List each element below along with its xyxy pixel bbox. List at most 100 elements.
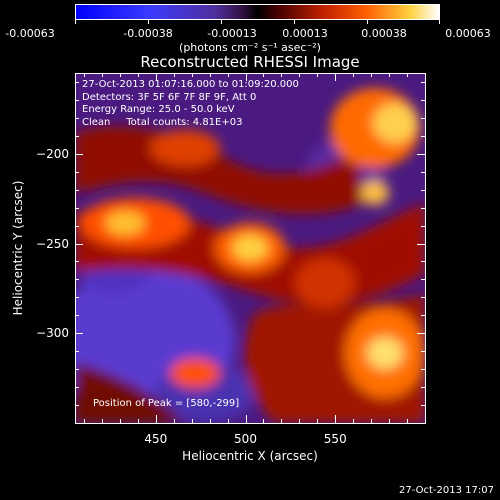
plot-frame-left: [75, 73, 76, 423]
x-minor-tick: [227, 73, 229, 77]
colorbar-tickmark: [367, 20, 368, 24]
y-tick-mark: [417, 153, 425, 155]
time-range-text: 27-Oct-2013 01:07:16.000 to 01:09:20.000: [82, 79, 299, 90]
x-minor-tick: [137, 73, 139, 77]
x-minor-tick: [119, 419, 121, 423]
y-minor-tick: [421, 297, 425, 299]
chart-title: Reconstructed RHESSI Image: [140, 53, 360, 71]
x-minor-tick: [353, 73, 355, 77]
x-minor-tick: [371, 73, 373, 77]
x-minor-tick: [263, 419, 265, 423]
plot-frame-bottom: [75, 423, 426, 424]
y-minor-tick: [75, 351, 79, 353]
y-minor-tick: [421, 207, 425, 209]
y-minor-tick: [421, 99, 425, 101]
y-minor-tick: [421, 315, 425, 317]
x-tick-label: 500: [234, 432, 257, 446]
x-minor-tick: [137, 419, 139, 423]
counts-text: Clean Total counts: 4.81E+03: [82, 116, 243, 128]
heatmap-region-positive: [75, 363, 185, 423]
y-tick-mark: [417, 243, 425, 245]
y-minor-tick: [75, 81, 79, 83]
y-minor-tick: [75, 369, 79, 371]
plot-frame-top: [75, 73, 425, 74]
x-tick-mark: [155, 73, 157, 81]
y-tick-mark: [75, 153, 83, 155]
x-minor-tick: [353, 419, 355, 423]
x-minor-tick: [83, 419, 85, 423]
colorbar-tick-label: 0.00038: [361, 27, 407, 40]
y-minor-tick: [421, 189, 425, 191]
y-tick-label: −300: [36, 326, 69, 341]
x-minor-tick: [119, 73, 121, 77]
y-tick-mark: [75, 333, 83, 335]
colorbar-tick-label: -0.00063: [5, 27, 55, 40]
y-minor-tick: [75, 423, 79, 424]
y-minor-tick: [421, 81, 425, 83]
y-tick-label: −200: [36, 146, 69, 161]
y-minor-tick: [75, 117, 79, 119]
y-tick-mark: [75, 243, 83, 245]
y-minor-tick: [75, 387, 79, 389]
colorbar-tick-label: 0.00013: [282, 27, 328, 40]
y-minor-tick: [75, 405, 79, 407]
y-minor-tick: [75, 225, 79, 227]
heatmap-hotspot: [105, 211, 145, 235]
x-tick-mark: [245, 73, 247, 81]
x-minor-tick: [209, 73, 211, 77]
heatmap-region-positive: [150, 130, 220, 166]
y-minor-tick: [75, 171, 79, 173]
y-minor-tick: [421, 117, 425, 119]
x-minor-tick: [389, 419, 391, 423]
colorbar-tickmark: [75, 20, 76, 24]
x-minor-tick: [389, 73, 391, 77]
colorbar-tick-label: -0.00013: [207, 27, 257, 40]
y-axis-label: Heliocentric Y (arcsec): [11, 180, 25, 316]
heatmap-hotspot: [232, 235, 268, 261]
colorbar-tick-label: 0.00063: [445, 27, 491, 40]
x-minor-tick: [425, 73, 426, 77]
x-tick-mark: [245, 415, 247, 423]
y-tick-label: −250: [36, 236, 69, 251]
y-minor-tick: [421, 405, 425, 407]
plot-frame-right: [425, 73, 426, 423]
detectors-text: Detectors: 3F 5F 6F 7F 8F 9F, Att 0: [82, 91, 257, 103]
x-tick-label: 550: [323, 432, 347, 446]
y-minor-tick: [75, 207, 79, 209]
x-minor-tick: [371, 419, 373, 423]
y-minor-tick: [75, 189, 79, 191]
x-minor-tick: [101, 419, 103, 423]
energy-range-text: Energy Range: 25.0 - 50.0 keV: [82, 104, 235, 115]
x-minor-tick: [173, 73, 175, 77]
x-minor-tick: [281, 73, 283, 77]
colorbar-tickmark: [294, 20, 295, 24]
colorbar-tickmark: [221, 20, 222, 24]
heatmap-region-positive: [295, 258, 355, 308]
colorbar-unit-label: (photons cm⁻² s⁻¹ asec⁻²): [179, 41, 321, 54]
x-minor-tick: [191, 73, 193, 77]
y-minor-tick: [421, 225, 425, 227]
y-minor-tick: [75, 279, 79, 281]
y-minor-tick: [421, 369, 425, 371]
x-minor-tick: [407, 419, 409, 423]
heatmap-region-positive: [75, 126, 365, 214]
x-minor-tick: [281, 419, 283, 423]
x-minor-tick: [317, 73, 319, 77]
y-minor-tick: [75, 315, 79, 317]
x-minor-tick: [299, 73, 301, 77]
observation-info: 27-Oct-2013 01:07:16.000 to 01:09:20.000…: [82, 79, 299, 129]
y-minor-tick: [421, 387, 425, 389]
y-minor-tick: [421, 423, 425, 424]
heatmap-image: [75, 73, 425, 423]
x-minor-tick: [83, 73, 85, 77]
x-minor-tick: [299, 419, 301, 423]
x-minor-tick: [407, 73, 409, 77]
y-tick-mark: [417, 333, 425, 335]
x-minor-tick: [209, 419, 211, 423]
colorbar-tickmark: [148, 20, 149, 24]
y-minor-tick: [421, 261, 425, 263]
heatmap-region-positive: [170, 358, 220, 388]
x-minor-tick: [173, 419, 175, 423]
colorbar-tick-label: -0.00038: [123, 27, 173, 40]
x-minor-tick: [191, 419, 193, 423]
